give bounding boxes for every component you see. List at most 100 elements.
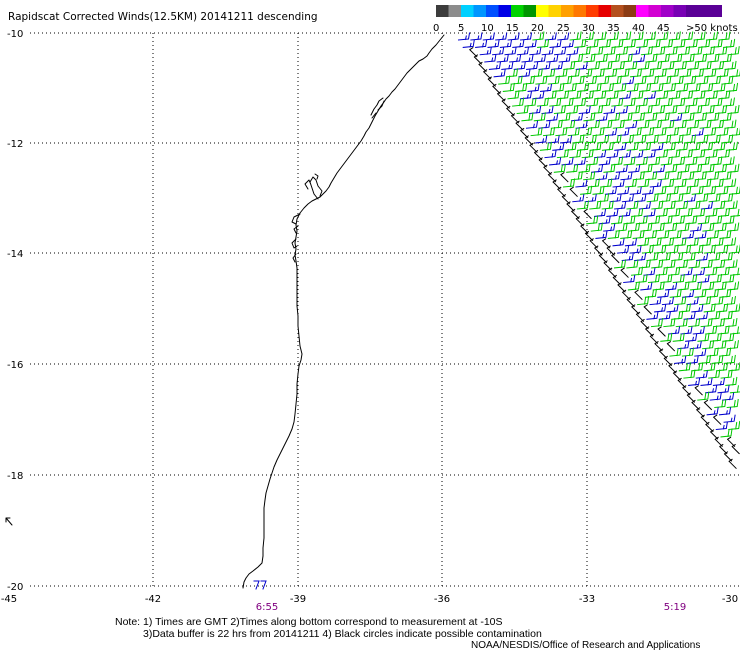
wind-barb xyxy=(671,193,684,203)
lon-label: -36 xyxy=(434,594,450,605)
wind-barb xyxy=(580,68,593,78)
wind-barb xyxy=(586,38,599,48)
wind-barb xyxy=(665,282,678,291)
wind-barb xyxy=(663,355,673,367)
wind-barb xyxy=(654,185,667,195)
wind-barb xyxy=(683,311,696,320)
wind-barb xyxy=(652,222,665,232)
wind-barb xyxy=(719,112,732,122)
wind-barb xyxy=(665,163,678,173)
wind-barb xyxy=(624,238,637,247)
wind-barb xyxy=(710,215,723,225)
wind-barb xyxy=(668,149,681,159)
wind-barb xyxy=(657,112,670,122)
wind-barb xyxy=(671,310,684,320)
legend-swatch xyxy=(598,5,612,17)
legend-swatch xyxy=(473,5,487,17)
wind-barb xyxy=(615,164,628,173)
wind-barb xyxy=(719,443,728,455)
wind-barb xyxy=(509,54,522,63)
wind-barb xyxy=(600,119,613,129)
wind-barb xyxy=(587,178,600,188)
wind-barb xyxy=(593,208,607,217)
wind-barb xyxy=(674,355,687,364)
wind-barb xyxy=(594,150,607,159)
wind-barb xyxy=(563,119,576,129)
wind-barb xyxy=(575,120,588,129)
wind-barb xyxy=(689,223,703,232)
wind-barb xyxy=(253,580,260,590)
wind-barb xyxy=(654,304,667,313)
wind-barb xyxy=(717,207,731,217)
graticule xyxy=(30,32,740,587)
wind-barb xyxy=(603,260,612,271)
wind-barb xyxy=(708,369,721,379)
wind-barb xyxy=(583,112,596,122)
wind-barb xyxy=(685,156,698,166)
wind-barb xyxy=(711,178,724,188)
wind-barb xyxy=(549,157,562,166)
wind-barb xyxy=(616,46,629,56)
wind-barb xyxy=(597,134,610,144)
wind-barb xyxy=(561,194,571,205)
wind-barb xyxy=(621,289,631,301)
wind-barb xyxy=(655,207,669,217)
wind-barb xyxy=(623,38,636,48)
wind-barb xyxy=(519,127,529,139)
wind-barb xyxy=(603,223,616,232)
wind-barb xyxy=(649,297,662,306)
wind-barb xyxy=(600,178,613,188)
wind-barb xyxy=(583,208,592,220)
wind-barb xyxy=(726,340,739,350)
wind-barb xyxy=(505,68,519,78)
wind-barb xyxy=(626,82,639,92)
wind-barb xyxy=(604,186,617,195)
wind-barb xyxy=(721,75,734,85)
wind-barb xyxy=(696,193,709,203)
wind-barb xyxy=(674,60,687,70)
wind-barb xyxy=(558,112,571,122)
wind-barb xyxy=(544,150,557,159)
wind-barb xyxy=(670,113,683,122)
wind-barb xyxy=(572,194,585,203)
wind-barb xyxy=(637,60,650,70)
wind-barb xyxy=(717,385,730,394)
wind-barb xyxy=(479,47,492,56)
wind-barb xyxy=(725,141,738,151)
wind-barb xyxy=(727,163,740,173)
wind-barb xyxy=(626,200,639,210)
wind-barb xyxy=(629,245,642,254)
wind-barb xyxy=(635,156,648,166)
wind-barb xyxy=(482,32,495,41)
wind-barb xyxy=(670,53,683,63)
wind-barb xyxy=(566,104,579,115)
wind-barb xyxy=(667,68,680,78)
wind-barb xyxy=(682,230,695,239)
wind-barb xyxy=(694,112,708,122)
wind-barb xyxy=(623,274,636,284)
wind-barb xyxy=(705,149,718,159)
legend-swatch xyxy=(586,5,599,17)
wind-barb xyxy=(696,75,709,85)
legend-swatches xyxy=(436,5,722,17)
wind-barb xyxy=(533,54,546,63)
wind-barb xyxy=(649,333,659,345)
wind-barb xyxy=(484,54,497,63)
wind-barb xyxy=(629,127,642,137)
wind-barb xyxy=(712,414,722,425)
wind-barb xyxy=(715,46,728,56)
wind-barb xyxy=(684,75,697,85)
wind-barb xyxy=(712,318,726,328)
wind-barb xyxy=(706,407,719,416)
wind-barb xyxy=(488,61,501,70)
wind-barb xyxy=(501,61,514,70)
wind-barb xyxy=(612,274,622,286)
wind-barb xyxy=(716,127,729,137)
wind-barb xyxy=(677,104,690,115)
wind-barb xyxy=(651,200,664,210)
wind-barb xyxy=(589,141,602,151)
wind-barb xyxy=(700,318,713,328)
wind-barb xyxy=(646,75,660,85)
wind-barb xyxy=(560,172,569,183)
wind-barb xyxy=(673,156,686,166)
